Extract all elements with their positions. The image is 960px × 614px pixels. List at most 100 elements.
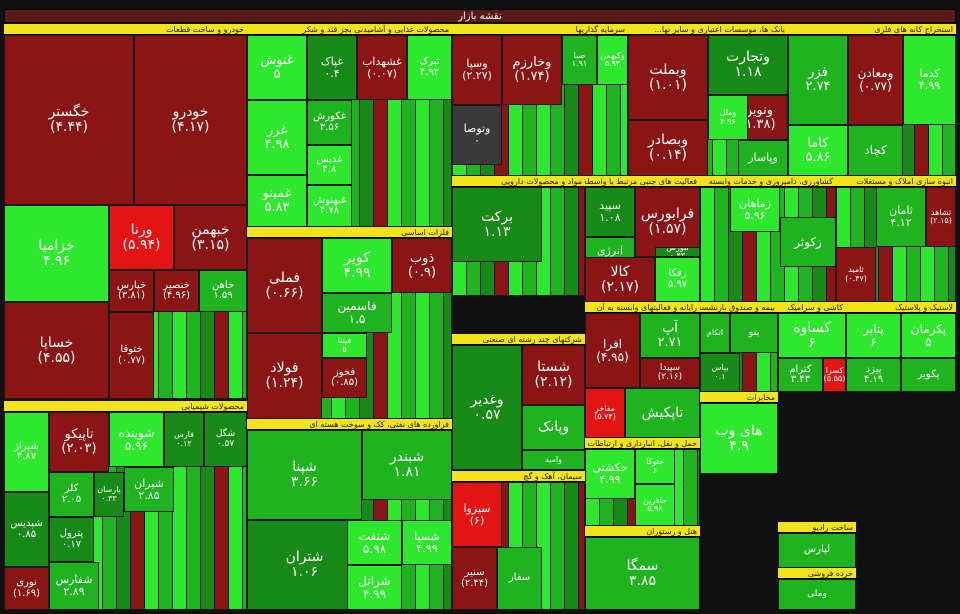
stock-tile[interactable]: شپدیس ۰.۸۵: [4, 492, 49, 567]
stock-tile[interactable]: خگستر (۴.۴۴): [4, 35, 134, 205]
stock-tile[interactable]: وپاسار: [738, 140, 788, 176]
stock-tile[interactable]: خساپا (۴.۵۵): [4, 302, 109, 399]
stock-tile[interactable]: شیراز ۴.۸۷: [4, 412, 49, 492]
stock-tile[interactable]: حکشتی ۴.۹۹: [585, 449, 635, 499]
stock-tile[interactable]: شتران ۱.۰۶: [247, 520, 362, 610]
stock-tile[interactable]: وسپا (۲.۲۷): [452, 35, 502, 105]
stock-tile[interactable]: ثامان ۴.۱۲: [876, 187, 926, 247]
stock-tile[interactable]: فزر ۲.۷۴: [788, 35, 848, 125]
stock-tile[interactable]: وتجارت ۱.۱۸: [708, 35, 788, 95]
stock-tile[interactable]: خودرو (۴.۱۷): [134, 35, 247, 205]
stock-tile[interactable]: غمینو ۵.۸۳: [247, 175, 307, 227]
stock-tile[interactable]: خاهن ۱.۵۹: [199, 270, 247, 312]
stock-tile[interactable]: سمگا ۳.۸۵: [585, 537, 700, 610]
stock-tile[interactable]: شستا (۲.۱۲): [522, 345, 585, 405]
stock-tile[interactable]: لبورس ۰.۴۳: [655, 247, 700, 257]
stock-tile[interactable]: غزر ۴.۹۸: [247, 100, 307, 175]
stock-tile[interactable]: پترول ۰.۱۷: [49, 517, 94, 562]
stock-tile[interactable]: فخوز (۰.۸۵): [322, 358, 367, 398]
stock-tile[interactable]: کویر ۴.۹۹: [322, 238, 392, 293]
stock-tile[interactable]: برکت ۱.۱۳: [452, 187, 542, 262]
stock-tile[interactable]: پیزد ۴.۱۹: [846, 358, 901, 392]
stock-tile[interactable]: کلر ۲.۰۵: [49, 472, 94, 517]
stock-tile[interactable]: ختوقا (۰.۷۷): [109, 312, 154, 399]
stock-tile[interactable]: وخارزم (۱.۷۴): [502, 35, 562, 105]
stock-tile[interactable]: شفارس ۲.۸۹: [49, 562, 99, 610]
stock-tile[interactable]: شسپا ۴.۹۹: [402, 520, 452, 565]
stock-tile[interactable]: بنو: [730, 313, 778, 353]
stock-tile[interactable]: وبملت (۱.۰۱): [628, 35, 708, 120]
stock-tile[interactable]: شگل ۰.۵۷: [204, 412, 247, 467]
stock-tile[interactable]: تاپکیش: [625, 388, 700, 438]
stock-tile[interactable]: نوری (۱.۶۹): [4, 567, 49, 610]
stock-tile[interactable]: های وب ۴.۹: [700, 403, 778, 474]
stock-tile[interactable]: ثشاهد (۲.۱۵): [926, 187, 956, 247]
stock-tile[interactable]: ثامید (۰.۴۷): [836, 247, 876, 302]
stock-tile[interactable]: سفار: [497, 547, 542, 610]
stock-tile[interactable]: کالا (۲.۱۷): [585, 257, 655, 302]
stock-tile[interactable]: کچاد: [848, 125, 903, 176]
stock-tile[interactable]: خنصیر (۴.۹۶): [154, 270, 199, 312]
stock-tile[interactable]: ومعادن (۰.۷۷): [848, 35, 903, 125]
stock-tile[interactable]: صبا ۱.۹۱: [562, 35, 597, 85]
stock-tile[interactable]: وبصادر (۰.۱۴): [628, 120, 708, 176]
stock-tile[interactable]: مفاخر (۵.۷۴): [585, 388, 625, 438]
stock-tile[interactable]: سیزوا (۶): [452, 482, 502, 547]
stock-tile[interactable]: کترام ۳.۴۳: [778, 358, 823, 392]
stock-tile[interactable]: فرابورس (۱.۵۷): [635, 187, 700, 257]
stock-tile[interactable]: سنیر (۲.۴۴): [452, 547, 497, 610]
stock-tile[interactable]: شراتل ۴.۹۹: [347, 565, 402, 610]
stock-tile[interactable]: وغدیر ۰.۵۷: [452, 345, 522, 470]
stock-tile[interactable]: حافرین ۵.۹۸: [635, 484, 675, 526]
stock-tile[interactable]: پتایر ۶: [846, 313, 901, 358]
stock-tile[interactable]: تبرک ۴.۹۲: [407, 35, 452, 100]
stock-tile[interactable]: فاسمین ۱.۵: [322, 293, 392, 333]
stock-tile[interactable]: شنفت ۵.۹۸: [347, 520, 402, 565]
stock-tile[interactable]: افرا (۴.۹۵): [585, 313, 640, 388]
stock-tile[interactable]: وملی: [778, 579, 856, 610]
stock-tile[interactable]: کدما ۴.۹۹: [903, 35, 956, 125]
stock-tile[interactable]: پکویر: [901, 358, 956, 392]
tile-symbol: ثامان: [889, 204, 913, 218]
stock-tile[interactable]: شبندر ۱.۸۱: [362, 430, 452, 500]
stock-tile[interactable]: شیران ۲.۸۵: [124, 467, 174, 512]
stock-tile[interactable]: فولاد (۱.۲۴): [247, 333, 322, 419]
stock-tile[interactable]: پکرمان ۵: [901, 313, 956, 358]
stock-tile[interactable]: غشهداب (۰.۰۷): [357, 35, 407, 100]
stock-tile[interactable]: زکوثر: [780, 217, 836, 267]
stock-tile[interactable]: وکبهمن ۵.۹۳: [597, 35, 628, 85]
stock-tile[interactable]: وتوصا ۰: [452, 105, 502, 165]
stock-tile[interactable]: تاپیکو (۲.۰۳): [49, 412, 109, 472]
stock-tile[interactable]: خپارس (۳.۸۱): [109, 270, 154, 312]
stock-tile[interactable]: اتکام: [700, 313, 730, 353]
stock-tile[interactable]: آپ ۲.۷۱: [640, 313, 700, 358]
stock-tile[interactable]: پارسان ۰.۳۳: [94, 472, 124, 517]
stock-tile[interactable]: شپنا ۳.۶۶: [247, 430, 362, 520]
stock-tile[interactable]: بپاس ۰.۱: [700, 353, 740, 392]
stock-tile[interactable]: غپاک ۰.۴: [307, 35, 357, 100]
stock-tile[interactable]: کساوه ۶: [778, 313, 846, 358]
stock-tile[interactable]: کاما ۵.۸۶: [788, 125, 848, 176]
stock-tile[interactable]: خزامیا ۴.۹۶: [4, 205, 109, 302]
stock-tile[interactable]: غنوش ۵: [247, 35, 307, 100]
stock-tile[interactable]: وپانک: [522, 405, 585, 450]
stock-tile[interactable]: لپارس: [778, 533, 856, 568]
stock-tile[interactable]: خبهمن (۳.۱۵): [174, 205, 247, 270]
stock-tile[interactable]: حتوکا ۶: [635, 449, 675, 484]
stock-tile[interactable]: ورنا (۵.۹۴): [109, 205, 174, 270]
stock-tile[interactable]: رفکا ۵.۹۷: [655, 257, 700, 302]
stock-tile[interactable]: وامید: [522, 450, 585, 470]
stock-tile[interactable]: ذوب (۰.۹): [392, 238, 452, 293]
stock-tile[interactable]: فملی (۰.۶۶): [247, 238, 322, 333]
stock-tile[interactable]: فپنتا ۵: [322, 333, 367, 358]
stock-tile[interactable]: غکورش ۳.۵۶: [307, 100, 352, 145]
stock-tile[interactable]: فارس ۰.۱۲: [164, 412, 204, 467]
stock-tile[interactable]: شوینده ۵.۹۶: [109, 412, 164, 467]
stock-tile[interactable]: وملل ۴.۹۶: [708, 95, 748, 140]
stock-tile[interactable]: غدیس ۴.۸: [307, 145, 352, 185]
stock-tile[interactable]: سپیدا (۲.۱۶): [640, 358, 700, 388]
stock-tile[interactable]: سپید ۱.۰۸: [585, 187, 635, 237]
stock-tile[interactable]: غبهنوش ۴.۷۸: [307, 185, 352, 227]
stock-tile[interactable]: کسرا (۵.۵۵): [823, 358, 846, 392]
stock-tile[interactable]: زماهان ۵.۹۶: [730, 187, 780, 232]
